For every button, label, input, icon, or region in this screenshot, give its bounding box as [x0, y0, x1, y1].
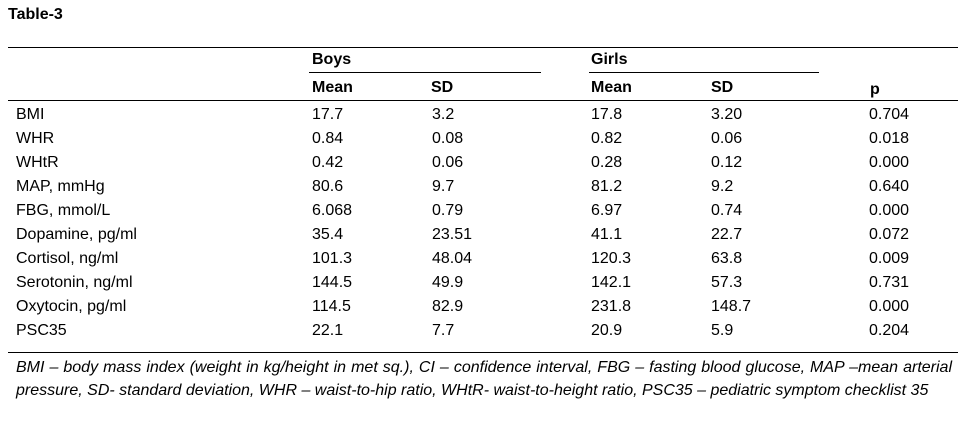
boys-sd-value: 3.2 [432, 106, 455, 123]
girls-mean-value: 142.1 [591, 274, 632, 291]
table-footnote: BMI – body mass index (weight in kg/heig… [16, 359, 952, 399]
p-value: 0.640 [869, 178, 910, 195]
table-bottom-rule [8, 352, 958, 353]
boys-mean-value: 6.068 [312, 202, 353, 219]
boys-sd-value: 23.51 [432, 226, 473, 243]
p-value: 0.204 [869, 322, 910, 339]
p-value: 0.731 [869, 274, 910, 291]
girls-sd-value: 148.7 [711, 298, 752, 315]
boys-mean-value: 144.5 [312, 274, 353, 291]
row-label: Oxytocin, pg/ml [16, 298, 127, 315]
girls-sd-value: 3.20 [711, 106, 743, 123]
girls-sd-value: 22.7 [711, 226, 743, 243]
p-value: 0.704 [869, 106, 910, 123]
boys-mean-value: 101.3 [312, 250, 353, 267]
p-value: 0.018 [869, 130, 910, 147]
p-value: 0.000 [869, 298, 910, 315]
row-label: Cortisol, ng/ml [16, 250, 119, 267]
girls-sd-value: 57.3 [711, 274, 743, 291]
header-girls-mean: Mean [591, 79, 632, 96]
p-value: 0.000 [869, 202, 910, 219]
girls-mean-value: 0.82 [591, 130, 623, 147]
girls-sd-value: 63.8 [711, 250, 743, 267]
p-value: 0.072 [869, 226, 910, 243]
boys-mean-value: 0.42 [312, 154, 344, 171]
row-label: MAP, mmHg [16, 178, 105, 195]
table-top-rule [8, 47, 958, 48]
boys-group-underline [309, 72, 541, 73]
boys-sd-value: 0.79 [432, 202, 464, 219]
girls-mean-value: 0.28 [591, 154, 623, 171]
header-girls-sd: SD [711, 79, 734, 96]
boys-mean-value: 22.1 [312, 322, 344, 339]
header-group-boys: Boys [312, 51, 352, 68]
boys-sd-value: 0.08 [432, 130, 464, 147]
boys-mean-value: 35.4 [312, 226, 344, 243]
boys-sd-value: 0.06 [432, 154, 464, 171]
row-label: PSC35 [16, 322, 67, 339]
header-group-girls: Girls [591, 51, 628, 68]
girls-mean-value: 41.1 [591, 226, 623, 243]
girls-sd-value: 9.2 [711, 178, 734, 195]
girls-group-underline [589, 72, 819, 73]
girls-mean-value: 17.8 [591, 106, 623, 123]
girls-mean-value: 231.8 [591, 298, 632, 315]
girls-sd-value: 0.74 [711, 202, 743, 219]
row-label: FBG, mmol/L [16, 202, 111, 219]
header-boys-mean: Mean [312, 79, 353, 96]
row-label: WHtR [16, 154, 59, 171]
boys-mean-value: 114.5 [312, 298, 351, 315]
table-title: Table-3 [8, 6, 63, 23]
boys-mean-value: 80.6 [312, 178, 344, 195]
girls-sd-value: 0.06 [711, 130, 743, 147]
row-label: Dopamine, pg/ml [16, 226, 137, 243]
boys-mean-value: 0.84 [312, 130, 344, 147]
row-label: Serotonin, ng/ml [16, 274, 133, 291]
p-value: 0.009 [869, 250, 910, 267]
header-boys-sd: SD [431, 79, 454, 96]
boys-sd-value: 49.9 [432, 274, 464, 291]
boys-sd-value: 82.9 [432, 298, 464, 315]
row-label: WHR [16, 130, 55, 147]
header-bottom-rule [8, 100, 958, 101]
girls-mean-value: 81.2 [591, 178, 623, 195]
p-value: 0.000 [869, 154, 910, 171]
girls-sd-value: 0.12 [711, 154, 743, 171]
boys-sd-value: 9.7 [432, 178, 455, 195]
girls-mean-value: 120.3 [591, 250, 632, 267]
boys-sd-value: 48.04 [432, 250, 473, 267]
header-p: p [870, 81, 880, 98]
boys-mean-value: 17.7 [312, 106, 344, 123]
girls-sd-value: 5.9 [711, 322, 734, 339]
girls-mean-value: 6.97 [591, 202, 623, 219]
row-label: BMI [16, 106, 45, 123]
boys-sd-value: 7.7 [432, 322, 455, 339]
girls-mean-value: 20.9 [591, 322, 623, 339]
